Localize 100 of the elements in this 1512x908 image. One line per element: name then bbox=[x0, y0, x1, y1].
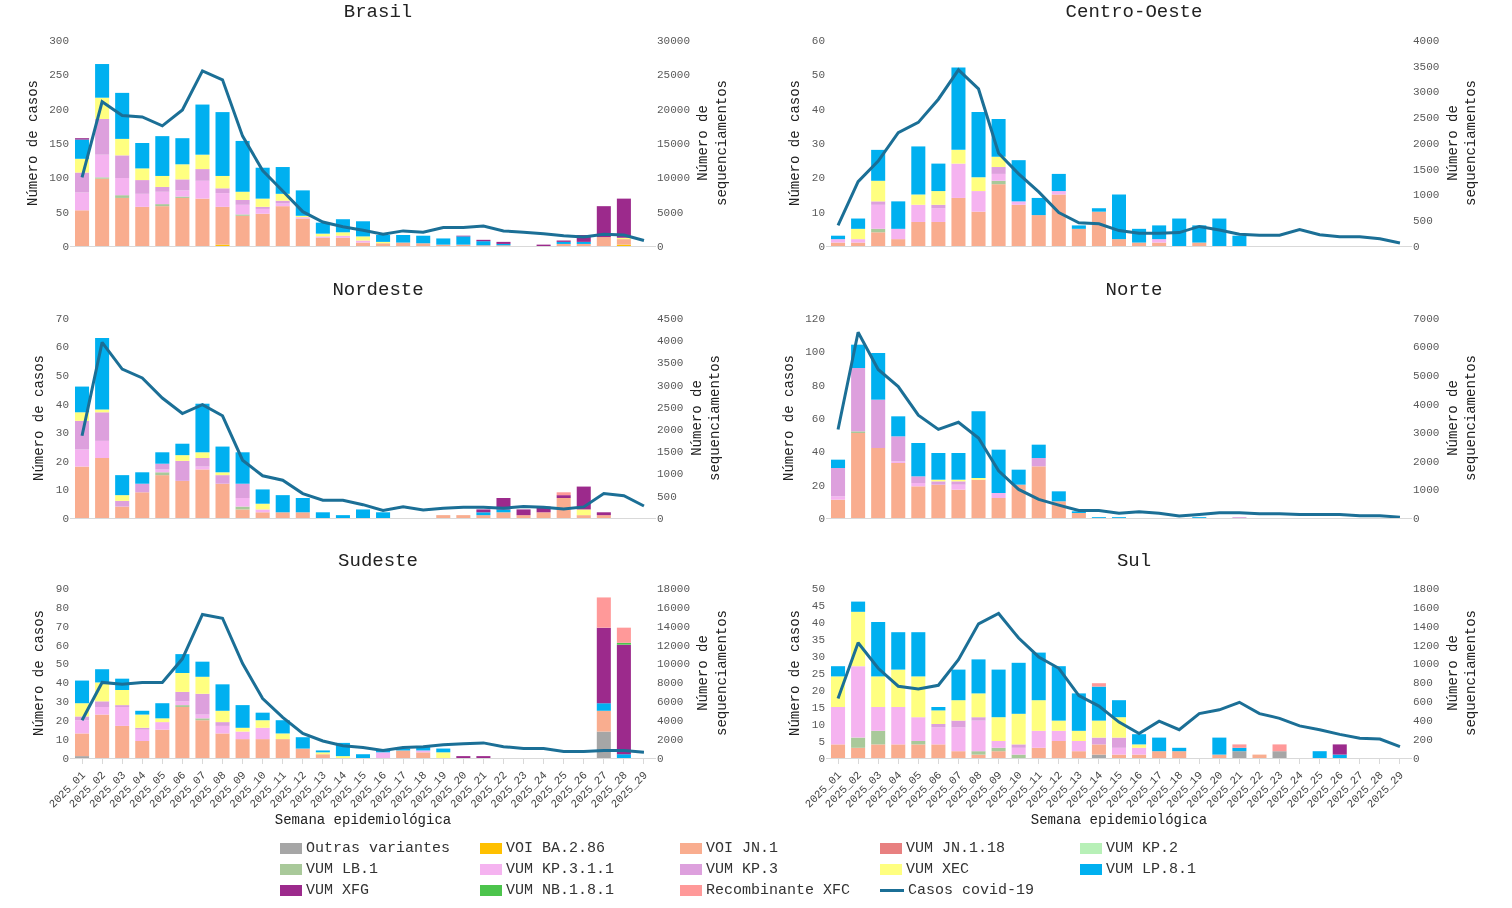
y-tick-label: 25 bbox=[811, 667, 825, 680]
x-axis-title: Semana epidemiológica bbox=[1030, 811, 1208, 828]
y-tick-label: 30 bbox=[811, 650, 825, 663]
legend-label: VOI BA.2.86 bbox=[506, 840, 606, 857]
y-tick-label: 120 bbox=[805, 312, 825, 325]
y2-tick-label: 1200 bbox=[1413, 639, 1440, 652]
y-tick-label: 10 bbox=[55, 733, 69, 746]
legend-label: VUM LP.8.1 bbox=[1106, 861, 1197, 878]
y2-tick-label: 2500 bbox=[1413, 112, 1440, 125]
y-axis-title: Número de casos bbox=[31, 354, 48, 482]
y2-tick-label: 4000 bbox=[1413, 34, 1440, 47]
y-axis-title: Número de casos bbox=[24, 79, 41, 207]
y2-tick-label: 500 bbox=[1413, 215, 1433, 228]
y-tick-label: 40 bbox=[811, 446, 825, 459]
y2-tick-label: 1500 bbox=[1413, 163, 1440, 176]
y2-tick-label: 0 bbox=[657, 240, 664, 253]
y-tick-label: 100 bbox=[805, 346, 825, 359]
y2-tick-label: 4500 bbox=[657, 312, 684, 325]
y-tick-label: 80 bbox=[811, 379, 825, 392]
legend-label: VUM NB.1.8.1 bbox=[506, 882, 615, 899]
y-tick-label: 50 bbox=[55, 369, 69, 382]
y2-axis-title: Número de sequenciamentos bbox=[695, 609, 730, 737]
y2-tick-label: 0 bbox=[657, 752, 664, 765]
y2-tick-label: 5000 bbox=[657, 206, 684, 219]
y2-tick-label: 25000 bbox=[657, 69, 691, 82]
y-tick-label: 200 bbox=[49, 103, 69, 116]
y-tick-label: 0 bbox=[818, 512, 825, 525]
legend-label: VUM KP.2 bbox=[1106, 840, 1179, 857]
y-tick-label: 60 bbox=[55, 639, 69, 652]
legend-label: VUM KP.3 bbox=[706, 861, 779, 878]
y-tick-label: 10 bbox=[811, 206, 825, 219]
y-tick-label: 60 bbox=[811, 412, 825, 425]
y2-tick-label: 16000 bbox=[657, 601, 691, 614]
y2-tick-label: 0 bbox=[657, 512, 664, 525]
y2-tick-label: 10000 bbox=[657, 172, 691, 185]
y-tick-label: 0 bbox=[818, 240, 825, 253]
legend-label: Recombinante XFC bbox=[706, 882, 851, 899]
y2-tick-label: 4000 bbox=[657, 715, 684, 728]
y-tick-label: 35 bbox=[811, 633, 825, 646]
y2-tick-label: 3500 bbox=[657, 357, 684, 370]
y-tick-label: 50 bbox=[811, 69, 825, 82]
y-tick-label: 20 bbox=[811, 684, 825, 697]
y-tick-label: 60 bbox=[811, 34, 825, 47]
y2-tick-label: 4000 bbox=[657, 335, 684, 348]
y-tick-label: 100 bbox=[49, 172, 69, 185]
chart-title: Nordeste bbox=[332, 279, 424, 302]
y2-axis-title: Número de sequenciamentos bbox=[688, 354, 723, 482]
y2-tick-label: 7000 bbox=[1413, 312, 1440, 325]
y2-tick-label: 5000 bbox=[1413, 369, 1440, 382]
y-tick-label: 50 bbox=[811, 582, 825, 595]
y2-tick-label: 6000 bbox=[657, 696, 684, 709]
y2-tick-label: 1800 bbox=[1413, 582, 1440, 595]
y2-tick-label: 12000 bbox=[657, 639, 691, 652]
legend-label: VOI JN.1 bbox=[706, 840, 779, 857]
y2-tick-label: 1000 bbox=[1413, 189, 1440, 202]
legend-label: Casos covid-19 bbox=[908, 882, 1035, 899]
legend-label: VUM KP.3.1.1 bbox=[506, 861, 615, 878]
y-tick-label: 30 bbox=[55, 427, 69, 440]
y2-tick-label: 4000 bbox=[1413, 398, 1440, 411]
y-tick-label: 20 bbox=[55, 455, 69, 468]
y2-tick-label: 14000 bbox=[657, 620, 691, 633]
y2-tick-label: 1000 bbox=[657, 468, 684, 481]
y-tick-label: 20 bbox=[811, 479, 825, 492]
y2-tick-label: 30000 bbox=[657, 34, 691, 47]
y-tick-label: 40 bbox=[55, 398, 69, 411]
y2-tick-label: 15000 bbox=[657, 137, 691, 150]
y2-tick-label: 3000 bbox=[657, 379, 684, 392]
y2-axis-title: Número de sequenciamentos bbox=[695, 79, 730, 207]
y-tick-label: 40 bbox=[811, 616, 825, 629]
chart-title: Norte bbox=[1105, 279, 1163, 302]
y-tick-label: 90 bbox=[55, 582, 69, 595]
y2-tick-label: 200 bbox=[1413, 733, 1433, 746]
y-tick-label: 15 bbox=[811, 701, 825, 714]
y2-tick-label: 1500 bbox=[657, 446, 684, 459]
y2-axis-title: Número de sequenciamentos bbox=[1444, 609, 1479, 737]
y-tick-label: 40 bbox=[55, 677, 69, 690]
y-tick-label: 60 bbox=[55, 341, 69, 354]
y2-tick-label: 3500 bbox=[1413, 60, 1440, 73]
y-tick-label: 300 bbox=[49, 34, 69, 47]
y2-tick-label: 2000 bbox=[1413, 455, 1440, 468]
legend-label: VUM JN.1.18 bbox=[906, 840, 1006, 857]
y-tick-label: 0 bbox=[62, 512, 69, 525]
y2-tick-label: 2000 bbox=[1413, 137, 1440, 150]
legend-label: VUM LB.1 bbox=[306, 861, 379, 878]
y2-tick-label: 1000 bbox=[1413, 658, 1440, 671]
y-tick-label: 50 bbox=[55, 206, 69, 219]
y-tick-label: 10 bbox=[55, 484, 69, 497]
y-tick-label: 0 bbox=[62, 752, 69, 765]
y2-tick-label: 20000 bbox=[657, 103, 691, 116]
y2-tick-label: 1600 bbox=[1413, 601, 1440, 614]
y-tick-label: 45 bbox=[811, 599, 825, 612]
y-tick-label: 150 bbox=[49, 137, 69, 150]
y-tick-label: 20 bbox=[811, 172, 825, 185]
y2-tick-label: 2500 bbox=[657, 401, 684, 414]
y-tick-label: 0 bbox=[62, 240, 69, 253]
y2-tick-label: 10000 bbox=[657, 658, 691, 671]
y-axis-title: Número de casos bbox=[31, 609, 48, 737]
y-tick-label: 250 bbox=[49, 69, 69, 82]
y2-axis-title: Número de sequenciamentos bbox=[1444, 354, 1479, 482]
y-tick-label: 30 bbox=[811, 137, 825, 150]
